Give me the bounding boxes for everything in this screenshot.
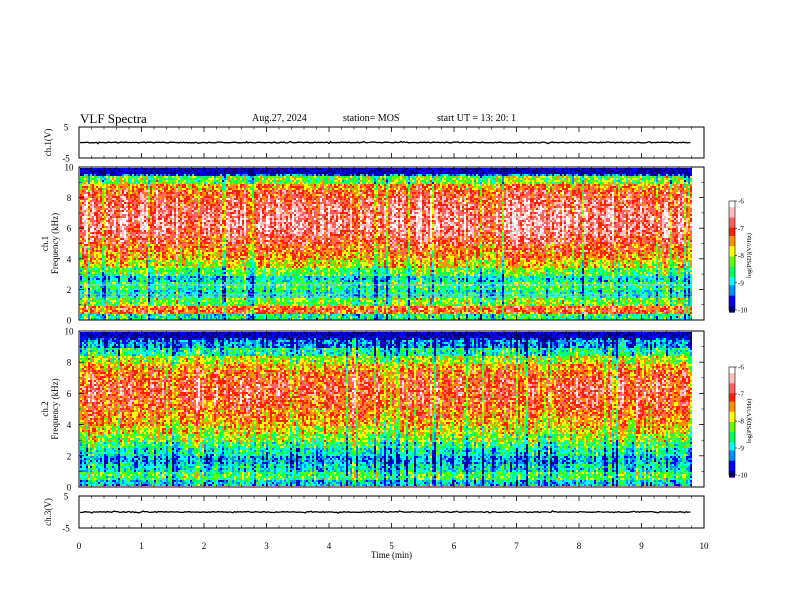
y-tick-label: -5: [62, 524, 70, 534]
ch2-spectrogram-colorbar: -6 -7 -8 -9 -10 log(PSD)(V²/Hz): [728, 364, 753, 480]
ch3-waveform-ylabel: ch.3(V): [43, 498, 53, 526]
x-tick-label: 5: [389, 541, 394, 551]
y-tick-label: -5: [62, 154, 70, 164]
y-tick-label: 0: [67, 316, 72, 326]
chart-title: VLF Spectra: [80, 111, 147, 127]
y-tick-label: 6: [67, 224, 72, 234]
colorbar-tick-label: -10: [738, 307, 748, 315]
date-label: Aug.27, 2024: [252, 113, 307, 124]
y-tick-label: 5: [64, 123, 69, 133]
colorbar-tick-label: -9: [738, 445, 744, 453]
colorbar-tick-label: -8: [738, 418, 744, 426]
colorbar-tick-label: -7: [738, 391, 744, 399]
y-tick-label: 2: [67, 451, 72, 461]
ch1-spectrogram-colorbar: -6 -7 -8 -9 -10 log(PSD)(V²/Hz): [728, 198, 753, 315]
ch2-spectrogram-cells: [80, 332, 692, 486]
x-tick-label: 9: [639, 541, 644, 551]
x-ticks: [78, 331, 705, 487]
y-tick-label: 4: [67, 420, 72, 430]
y-tick-label: 6: [67, 389, 72, 399]
x-ticks: [78, 127, 705, 158]
ch2-spectrogram-panel: 0 2 4 6 8 10 ch.2 Frequency (kHz) -6 -7 -8 -9 -10 log…: [40, 327, 753, 493]
ch1-waveform-ylabel: ch.1(V): [43, 129, 53, 157]
start-time-label: start UT = 13: 20: 1: [437, 113, 516, 124]
colorbar-tick-label: -6: [738, 364, 744, 372]
y-tick-label: 0: [67, 483, 72, 493]
colorbar-tick-label: -9: [738, 279, 744, 287]
x-ticks: [78, 167, 705, 320]
ch2-spectrogram-ylabel: Frequency (kHz): [50, 378, 60, 439]
x-tick-label: 1: [139, 541, 144, 551]
x-tick-label: 10: [700, 541, 710, 551]
y-tick-label: 8: [67, 358, 72, 368]
x-axis: 0 1 2 3 4 5 6 7 8 9 10 Time (min): [77, 541, 709, 560]
y-tick-label: 8: [67, 193, 72, 203]
y-tick-label: 4: [67, 254, 72, 264]
y-tick-label: 2: [67, 285, 72, 295]
colorbar-tick-label: -6: [738, 198, 744, 206]
ch1-spectrogram-panel: 0 2 4 6 8 10 ch.1 Frequency (kHz) -6 -7 -8 -9 -10 log…: [40, 163, 753, 326]
x-ticks: [78, 496, 705, 528]
colorbar-label: log(PSD)(V²/Hz): [746, 233, 753, 278]
station-label: station= MOS: [343, 113, 399, 124]
colorbar-tick-label: -8: [738, 252, 744, 260]
x-axis-label: Time (min): [371, 550, 412, 560]
y-tick-label: 10: [65, 327, 75, 337]
x-tick-label: 4: [327, 541, 332, 551]
x-tick-label: 7: [514, 541, 519, 551]
ch3-waveform-panel: 5 -5 ch.3(V): [43, 492, 705, 534]
colorbar-tick-label: -10: [738, 472, 748, 480]
x-tick-label: 6: [452, 541, 457, 551]
colorbar-label: log(PSD)(V²/Hz): [746, 399, 753, 444]
colorbar-tick-label: -7: [738, 225, 744, 233]
x-tick-label: 2: [202, 541, 207, 551]
y-tick-label: 5: [64, 492, 69, 502]
y-tick-label: 10: [65, 163, 75, 173]
ch2-spectrogram-channel-label: ch.2: [40, 401, 50, 416]
x-tick-label: 0: [77, 541, 82, 551]
x-tick-label: 8: [577, 541, 582, 551]
ch1-spectrogram-ylabel: Frequency (kHz): [50, 213, 60, 274]
ch1-waveform-panel: 5 -5 ch.1(V): [43, 123, 705, 164]
x-tick-label: 3: [264, 541, 269, 551]
ch3-waveform-trace: [79, 509, 691, 514]
ch1-waveform-trace: [79, 140, 691, 145]
ch1-spectrogram-channel-label: ch.1: [40, 236, 50, 251]
